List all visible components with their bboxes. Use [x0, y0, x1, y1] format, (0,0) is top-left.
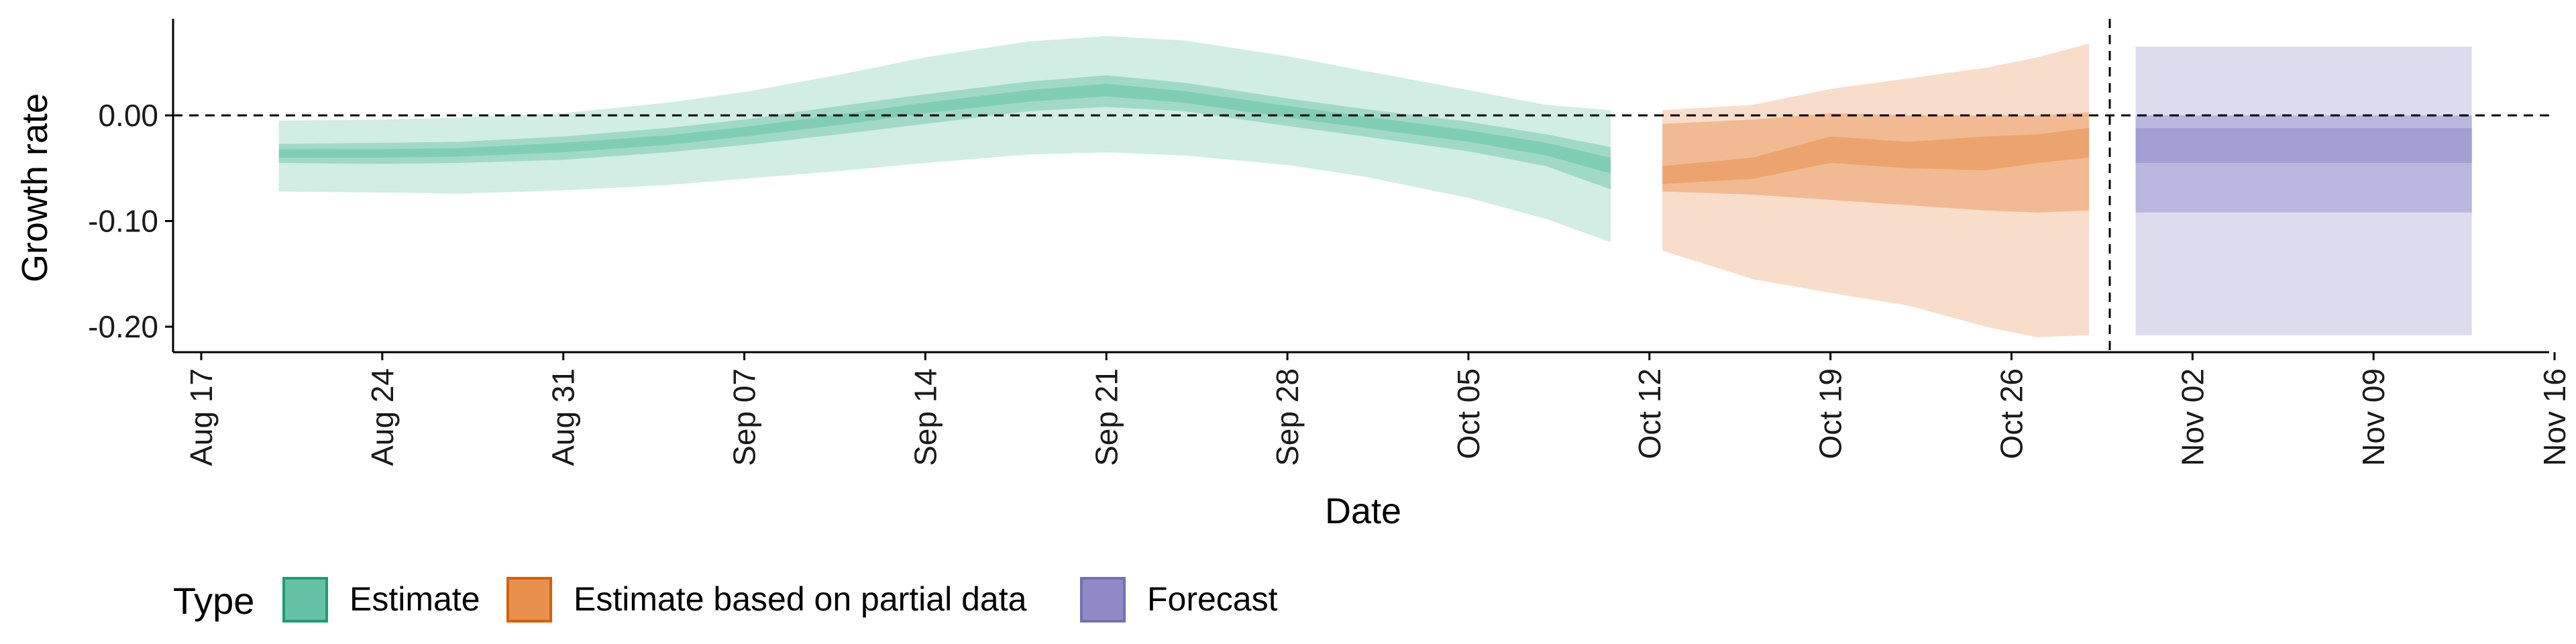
band-90-0	[278, 36, 1611, 243]
reference-lines	[173, 19, 2549, 352]
series-forecast	[2135, 46, 2472, 335]
x-tick-label: Aug 17	[184, 368, 219, 466]
band-20-1	[1662, 127, 2090, 184]
legend-label: Estimate	[350, 580, 480, 618]
legend-title: Type	[173, 580, 254, 622]
x-tick-label: Sep 07	[727, 368, 762, 466]
legend-key-forecast	[1080, 577, 1126, 623]
series-estimate	[278, 36, 1611, 243]
y-tick-label: -0.20	[88, 309, 158, 344]
x-tick-label: Oct 05	[1451, 368, 1486, 460]
series-estimate-based-on-partial-data	[1662, 43, 2090, 337]
legend: Type Estimate Estimate based on partial d…	[173, 577, 1278, 623]
band-20-0	[278, 83, 1611, 174]
band-20-2	[2135, 127, 2472, 163]
x-tick-label: Oct 26	[1994, 368, 2029, 460]
x-tick-label: Aug 24	[365, 368, 400, 466]
x-tick-label: Nov 02	[2175, 368, 2210, 466]
axes: 0.00 -0.10 -0.20 Aug 17 Aug 24 Aug 31 Sep 07 Se…	[88, 19, 2572, 466]
y-tick-label: 0.00	[98, 98, 158, 133]
y-tick-label: -0.10	[88, 204, 158, 239]
band-90-1	[1662, 43, 2090, 337]
x-tick-label: Nov 16	[2537, 368, 2572, 466]
x-tick-label: Sep 28	[1270, 368, 1305, 466]
legend-key-estimate-based-on-partial-data	[506, 577, 552, 623]
x-tick-label: Oct 12	[1632, 368, 1667, 460]
legend-label: Estimate based on partial data	[574, 580, 1027, 618]
x-tick-label: Sep 21	[1089, 368, 1124, 466]
legend-key-estimate	[282, 577, 328, 623]
series-bands	[278, 36, 2472, 337]
x-tick-label: Aug 31	[546, 368, 581, 466]
x-tick-label: Nov 09	[2356, 368, 2391, 466]
x-tick-label: Oct 19	[1813, 368, 1848, 460]
x-axis-title: Date	[1325, 491, 1401, 531]
band-90-2	[2135, 46, 2472, 335]
y-axis-title: Growth rate	[15, 93, 55, 282]
legend-label: Forecast	[1147, 580, 1278, 618]
x-tick-label: Sep 14	[908, 368, 943, 466]
band-50-0	[278, 75, 1611, 190]
